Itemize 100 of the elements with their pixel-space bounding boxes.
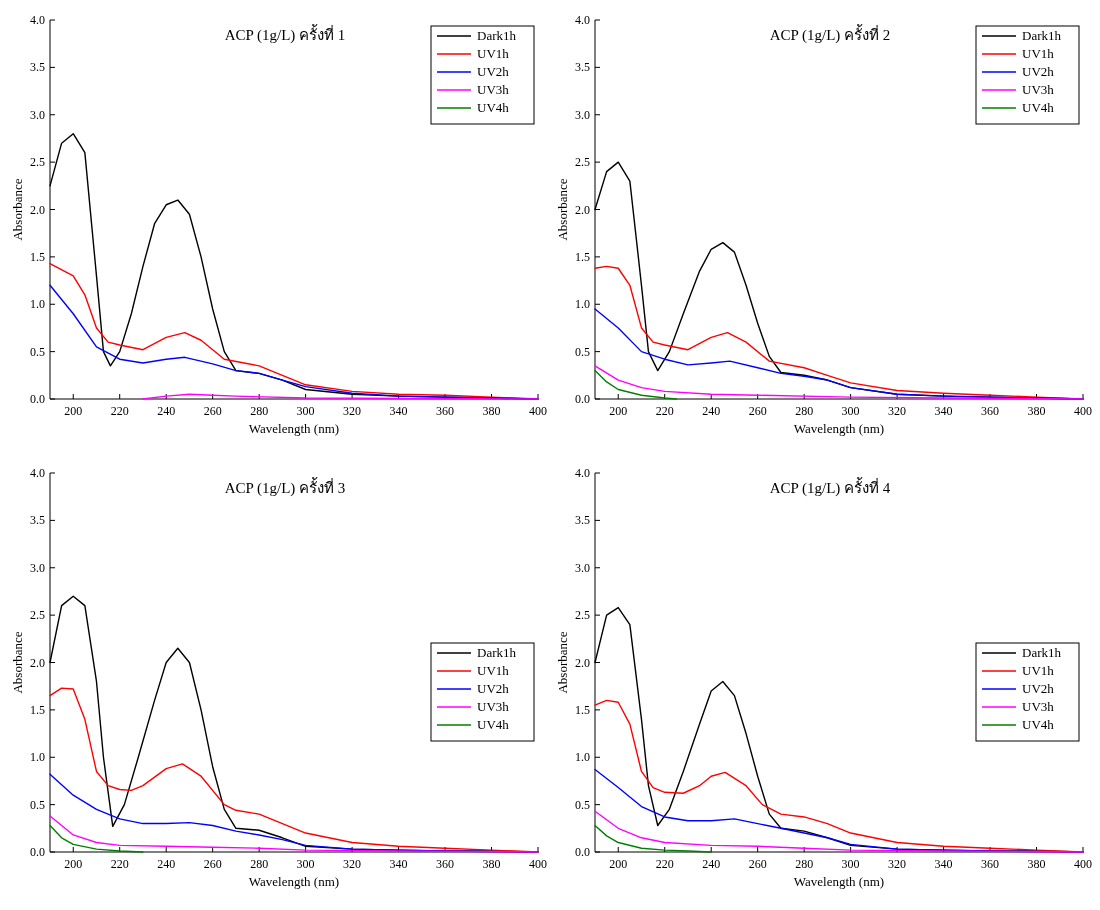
x-tick-label: 200 [609, 404, 628, 418]
y-tick-label: 0.5 [575, 797, 590, 812]
chart-title: ACP (1g/L) ครั้งที่ 3 [224, 477, 346, 497]
y-tick-label: 3.5 [30, 60, 45, 75]
y-tick-label: 0.0 [575, 845, 590, 859]
legend-label: Dark1h [477, 28, 517, 43]
x-tick-label: 400 [1074, 404, 1092, 418]
y-tick-label: 1.0 [30, 297, 45, 312]
chart-title: ACP (1g/L) ครั้งที่ 1 [224, 24, 346, 44]
x-tick-label: 360 [981, 404, 1000, 418]
x-tick-label: 220 [110, 857, 129, 871]
legend-label: UV2h [477, 681, 510, 696]
y-axis-title: Absorbance [555, 631, 570, 694]
y-tick-label: 1.0 [575, 297, 590, 312]
x-tick-label: 320 [888, 857, 907, 871]
y-tick-label: 3.0 [30, 107, 45, 122]
y-tick-label: 2.5 [30, 608, 45, 623]
legend-label: UV4h [1022, 717, 1055, 732]
y-tick-label: 2.5 [30, 155, 45, 170]
x-tick-label: 260 [748, 857, 767, 871]
y-axis-title: Absorbance [10, 178, 25, 241]
x-tick-label: 320 [343, 404, 362, 418]
y-tick-label: 0.5 [30, 797, 45, 812]
x-tick-label: 220 [655, 857, 674, 871]
x-axis-title: Wavelength (nm) [793, 421, 885, 436]
x-tick-label: 280 [250, 857, 269, 871]
legend-label: UV2h [477, 64, 510, 79]
legend-label: Dark1h [1022, 28, 1062, 43]
x-tick-label: 340 [934, 857, 953, 871]
x-tick-label: 300 [841, 404, 860, 418]
x-tick-label: 200 [64, 404, 83, 418]
y-tick-label: 3.0 [30, 560, 45, 575]
y-tick-label: 2.0 [575, 202, 590, 217]
x-tick-label: 380 [482, 404, 501, 418]
x-tick-label: 360 [981, 857, 1000, 871]
legend-label: UV4h [1022, 100, 1055, 115]
y-tick-label: 1.0 [30, 750, 45, 765]
y-tick-label: 1.5 [575, 702, 590, 717]
y-tick-label: 3.0 [575, 107, 590, 122]
y-tick-label: 1.5 [575, 249, 590, 264]
y-tick-label: 1.0 [575, 750, 590, 765]
legend-label: UV1h [477, 663, 510, 678]
y-tick-label: 0.0 [575, 392, 590, 406]
x-tick-label: 280 [250, 404, 269, 418]
legend-label: UV4h [477, 717, 510, 732]
y-tick-label: 3.5 [575, 60, 590, 75]
y-axis-title: Absorbance [10, 631, 25, 694]
y-tick-label: 0.5 [575, 344, 590, 359]
x-tick-label: 240 [702, 857, 721, 871]
legend-label: UV2h [1022, 64, 1055, 79]
x-tick-label: 340 [934, 404, 953, 418]
x-tick-label: 260 [203, 404, 222, 418]
y-tick-label: 4.0 [575, 466, 590, 480]
x-tick-label: 280 [795, 857, 814, 871]
x-tick-label: 320 [888, 404, 907, 418]
x-tick-label: 200 [609, 857, 628, 871]
x-tick-label: 360 [436, 857, 455, 871]
legend-label: Dark1h [477, 645, 517, 660]
x-axis-title: Wavelength (nm) [793, 874, 885, 889]
x-tick-label: 380 [1027, 857, 1046, 871]
legend-label: UV4h [477, 100, 510, 115]
y-tick-label: 0.5 [30, 344, 45, 359]
x-axis-title: Wavelength (nm) [248, 874, 340, 889]
legend-label: UV1h [1022, 663, 1055, 678]
chart-title: ACP (1g/L) ครั้งที่ 4 [769, 477, 891, 497]
x-tick-label: 360 [436, 404, 455, 418]
y-tick-label: 0.0 [30, 845, 45, 859]
x-tick-label: 340 [389, 857, 408, 871]
legend-label: UV1h [1022, 46, 1055, 61]
x-tick-label: 220 [110, 404, 129, 418]
y-tick-label: 2.5 [575, 608, 590, 623]
legend-label: UV3h [1022, 699, 1055, 714]
x-tick-label: 400 [1074, 857, 1092, 871]
x-tick-label: 400 [529, 857, 547, 871]
y-tick-label: 1.5 [30, 702, 45, 717]
x-tick-label: 300 [296, 404, 315, 418]
legend-label: Dark1h [1022, 645, 1062, 660]
x-tick-label: 300 [296, 857, 315, 871]
legend-label: UV2h [1022, 681, 1055, 696]
y-tick-label: 2.5 [575, 155, 590, 170]
x-tick-label: 400 [529, 404, 547, 418]
y-tick-label: 1.5 [30, 249, 45, 264]
y-tick-label: 2.0 [30, 202, 45, 217]
x-tick-label: 380 [482, 857, 501, 871]
x-tick-label: 220 [655, 404, 674, 418]
y-tick-label: 3.5 [575, 513, 590, 528]
y-tick-label: 3.0 [575, 560, 590, 575]
x-tick-label: 260 [203, 857, 222, 871]
x-tick-label: 320 [343, 857, 362, 871]
y-tick-label: 3.5 [30, 513, 45, 528]
y-tick-label: 2.0 [575, 655, 590, 670]
legend-label: UV1h [477, 46, 510, 61]
y-axis-title: Absorbance [555, 178, 570, 241]
chart-title: ACP (1g/L) ครั้งที่ 2 [769, 24, 891, 44]
x-tick-label: 240 [157, 857, 176, 871]
y-tick-label: 4.0 [30, 466, 45, 480]
legend-label: UV3h [1022, 82, 1055, 97]
y-tick-label: 0.0 [30, 392, 45, 406]
x-axis-title: Wavelength (nm) [248, 421, 340, 436]
x-tick-label: 280 [795, 404, 814, 418]
